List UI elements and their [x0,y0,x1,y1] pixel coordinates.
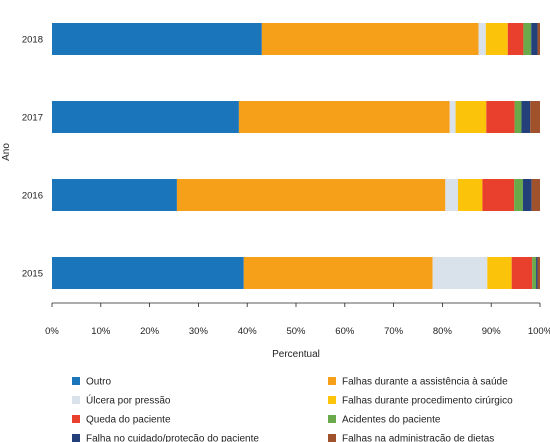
legend-label: Falhas na administração de dietas [342,434,494,442]
x-tick-label: 60% [335,326,355,337]
bar-2016-series-2 [445,179,459,211]
bar-2018-series-1 [261,23,479,55]
legend-swatch [72,415,80,423]
legend-label: Queda do paciente [86,415,171,426]
bar-2016-series-7 [531,179,540,211]
bar-2015-series-7 [537,257,540,289]
bar-2015-series-3 [487,257,512,289]
bar-2016-series-0 [52,179,177,211]
y-tick-label: 2015 [22,269,43,280]
bar-2015-series-4 [511,257,533,289]
bar-2018-series-4 [507,23,524,55]
legend-label: Falhas durante a assistência à saúde [342,377,508,388]
legend-label: Falhas durante procedimento cirúrgico [342,396,513,407]
y-axis-label: Ano [1,143,12,161]
legend-swatch [72,396,80,404]
x-axis: 0% 10% 20% 30% 40% 50% 60% 70% 80% 90% 100% [45,302,550,337]
legend-swatch [328,415,336,423]
legend-swatch [72,377,80,385]
y-tick-label: 2016 [22,191,43,202]
bar-2017-series-5 [514,101,522,133]
bar-2015-series-0 [52,257,244,289]
bar-2016-series-5 [514,179,523,211]
legend-label: Outro [86,377,111,388]
x-tick-label: 50% [286,326,306,337]
bar-2017-series-6 [521,101,531,133]
bar-2016-series-1 [176,179,446,211]
legend: Outro Úlcera por pressão Queda do paciente… [72,377,513,442]
legend-label: Úlcera por pressão [86,394,171,407]
x-tick-label: 80% [433,326,453,337]
bar-2017-series-4 [486,101,515,133]
bar-2018-series-7 [537,23,540,55]
legend-swatch [328,396,336,404]
bar-2016-series-6 [522,179,532,211]
x-tick-label: 0% [45,326,59,337]
bar-2015-series-6 [536,257,538,289]
x-tick-label: 30% [189,326,209,337]
legend-swatch [328,377,336,385]
legend-label: Falha no cuidado/proteção do paciente [86,434,259,442]
x-tick-label: 40% [238,326,258,337]
bar-2017-series-2 [449,101,456,133]
bar-2018-series-2 [478,23,486,55]
x-tick-label: 70% [384,326,404,337]
bar-2017-series-3 [455,101,487,133]
bar-2015-series-2 [432,257,488,289]
bar-2017-series-0 [52,101,239,133]
x-axis-label: Percentual [272,349,320,360]
bar-2018-series-6 [531,23,538,55]
bar-2017-series-1 [238,101,450,133]
x-tick-label: 90% [482,326,502,337]
bar-2018-series-3 [485,23,508,55]
x-tick-label: 20% [140,326,160,337]
y-tick-label: 2017 [22,113,43,124]
bar-2016-series-4 [482,179,515,211]
bar-2017-series-7 [530,101,540,133]
bar-2015-series-1 [243,257,433,289]
y-tick-label: 2018 [22,35,43,46]
bar-2016-series-3 [458,179,483,211]
legend-swatch [72,434,80,442]
legend-swatch [328,434,336,442]
y-tick-labels: 2018 2017 2016 2015 [22,35,43,280]
bar-2018-series-0 [52,23,262,55]
bar-2018-series-5 [523,23,532,55]
bars-layer [52,23,540,289]
legend-label: Acidentes do paciente [342,415,441,426]
x-tick-label: 100% [528,326,550,337]
bar-2015-series-5 [532,257,537,289]
x-tick-label: 10% [91,326,111,337]
